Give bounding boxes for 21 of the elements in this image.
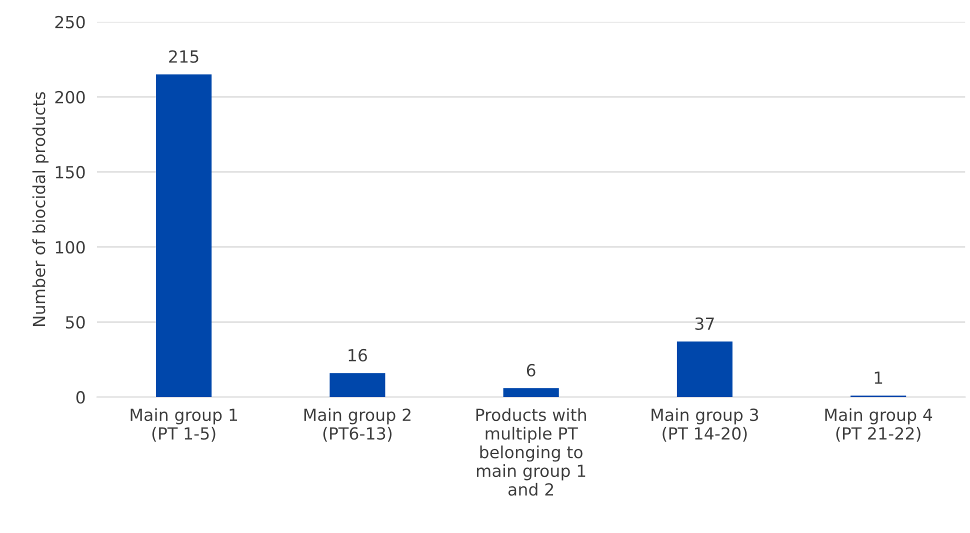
x-tick-label: Main group 1 (PT 1-5) (130, 408, 237, 442)
x-tick-label: Products with multiple PT belonging to main group 1 and 2 (476, 408, 586, 496)
x-tick-label: Main group 3 (PT 14-20) (652, 408, 758, 442)
data-label: 6 (526, 364, 536, 377)
x-tick-label: Main group 4 (PT 21-22) (825, 408, 932, 442)
y-axis-title: Number of biocidal products (32, 92, 49, 326)
y-tick-label: 100 (56, 240, 85, 254)
y-tick-label: 0 (76, 391, 85, 404)
data-label: 1 (874, 372, 882, 384)
data-label: 215 (169, 50, 198, 63)
y-tick-label: 200 (55, 90, 85, 104)
y-tick-label: 50 (66, 316, 85, 329)
y-tick-label: 150 (56, 166, 85, 179)
bar (676, 342, 732, 398)
data-label: 16 (348, 348, 367, 362)
data-label: 37 (695, 317, 714, 330)
x-tick-label: Main group 2 (PT6-13) (304, 408, 410, 442)
bar (503, 388, 559, 398)
y-tick-label: 250 (55, 16, 85, 28)
bar (156, 74, 212, 398)
bar (330, 373, 386, 398)
